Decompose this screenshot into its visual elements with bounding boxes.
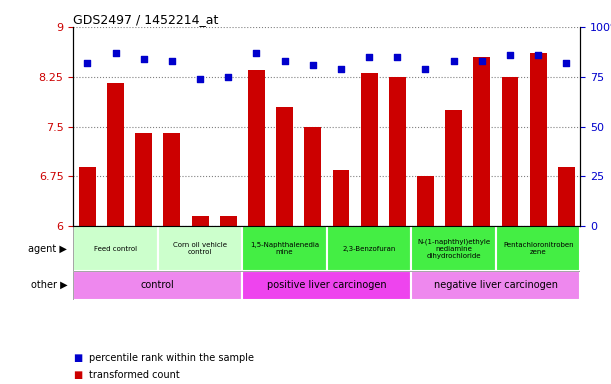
Bar [135,133,152,227]
Point [364,54,374,60]
Bar [332,170,349,227]
Point [280,58,290,64]
Text: other ▶: other ▶ [31,280,67,290]
Text: N-(1-naphthyl)ethyle
nediamine
dihydrochloride: N-(1-naphthyl)ethyle nediamine dihydroch… [417,238,490,259]
Bar [73,227,158,271]
Bar [417,177,434,227]
Bar [474,57,490,227]
Point [82,60,92,66]
Text: ■: ■ [73,353,82,363]
Text: positive liver carcinogen: positive liver carcinogen [267,280,387,290]
Bar [502,77,519,227]
Text: negative liver carcinogen: negative liver carcinogen [434,280,558,290]
Point [139,56,148,62]
Point [167,58,177,64]
Bar [411,227,496,271]
Bar [530,53,547,227]
Bar [360,73,378,227]
Text: 2,3-Benzofuran: 2,3-Benzofuran [342,245,396,252]
Bar [327,227,411,271]
Text: ■: ■ [73,370,82,380]
Bar [496,227,580,271]
Point [420,66,430,72]
Point [308,62,318,68]
Text: control: control [141,280,175,290]
Point [562,60,571,66]
Bar [411,271,580,300]
Bar [276,107,293,227]
Text: percentile rank within the sample: percentile rank within the sample [89,353,254,363]
Text: Pentachloronitroben
zene: Pentachloronitroben zene [503,242,574,255]
Text: Feed control: Feed control [94,245,137,252]
Bar [73,271,243,300]
Bar [389,77,406,227]
Text: GDS2497 / 1452214_at: GDS2497 / 1452214_at [73,13,219,26]
Bar [79,167,96,227]
Point [336,66,346,72]
Point [252,50,262,56]
Bar [445,110,462,227]
Bar [107,83,124,227]
Bar [304,127,321,227]
Bar [220,217,236,227]
Point [111,50,120,56]
Bar [248,70,265,227]
Bar [243,271,411,300]
Text: transformed count: transformed count [89,370,180,380]
Point [392,54,402,60]
Bar [243,227,327,271]
Bar [164,133,180,227]
Point [224,74,233,80]
Point [505,52,515,58]
Point [448,58,458,64]
Bar [158,227,243,271]
Point [477,58,487,64]
Point [533,52,543,58]
Bar [558,167,575,227]
Text: agent ▶: agent ▶ [28,243,67,253]
Point [195,76,205,82]
Text: 1,5-Naphthalenedia
mine: 1,5-Naphthalenedia mine [250,242,319,255]
Text: Corn oil vehicle
control: Corn oil vehicle control [173,242,227,255]
Bar [192,217,208,227]
